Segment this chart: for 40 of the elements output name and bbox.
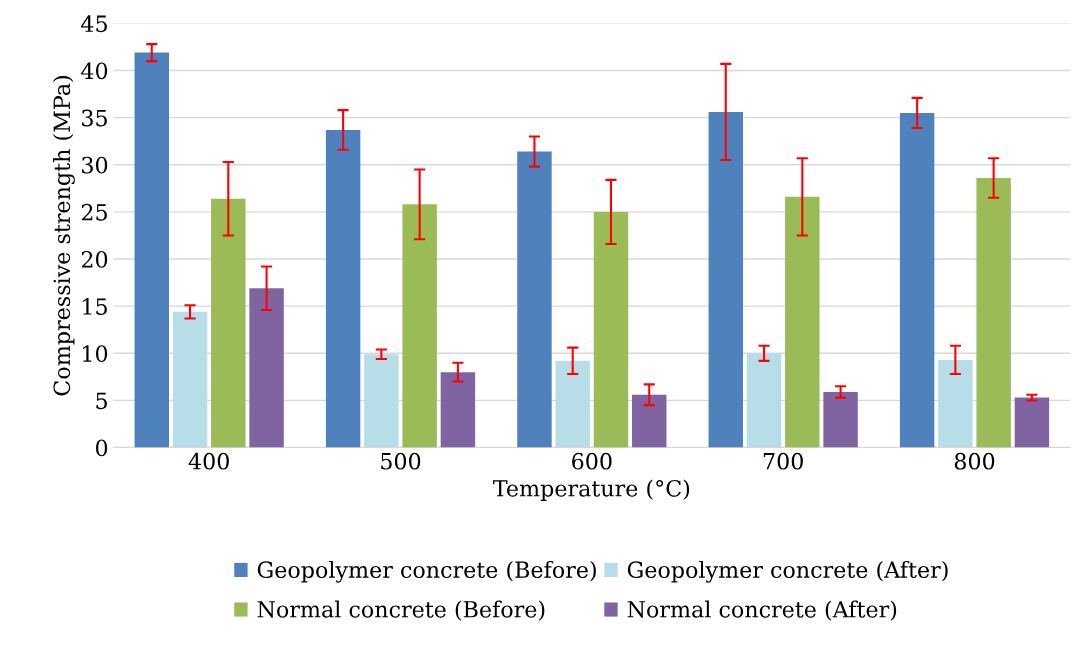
y-tick-label: 35 <box>82 109 107 127</box>
legend-label: Normal concrete (After) <box>627 600 897 621</box>
bar <box>593 211 629 448</box>
y-tick-label: 25 <box>81 203 107 221</box>
y-tick-label: 45 <box>81 15 107 33</box>
x-tick-label: 600 <box>572 452 612 470</box>
x-tick-label: 400 <box>188 452 229 470</box>
y-axis-title: Compressive strength (MPa) <box>52 76 75 396</box>
bar <box>632 394 667 448</box>
bar <box>938 359 973 448</box>
bar <box>517 151 552 448</box>
x-tick-label: 500 <box>381 452 421 470</box>
y-tick-label: 30 <box>82 156 108 174</box>
bar <box>172 311 208 448</box>
y-tick-label: 20 <box>81 250 108 268</box>
bar <box>325 129 361 448</box>
legend-label: Normal concrete (Before) <box>257 600 545 621</box>
bar <box>249 288 284 448</box>
bar <box>555 360 590 448</box>
y-tick-label: 15 <box>83 298 107 315</box>
y-tick-label: 0 <box>95 439 108 457</box>
bar <box>976 177 1011 448</box>
bar <box>1014 397 1050 448</box>
bar <box>785 196 820 448</box>
bar <box>440 372 476 448</box>
x-tick-label: 700 <box>763 452 803 470</box>
y-tick-label: 10 <box>83 345 108 363</box>
legend-label: Geopolymer concrete (After) <box>627 560 948 583</box>
bar <box>823 391 858 448</box>
bar <box>746 353 782 448</box>
x-axis-title: Temperature (°C) <box>493 479 690 501</box>
bar <box>402 204 437 448</box>
bar <box>364 354 399 448</box>
bar <box>211 198 246 448</box>
x-tick-label: 800 <box>954 452 995 470</box>
y-tick-label: 40 <box>81 62 108 80</box>
bar <box>134 52 169 448</box>
bar <box>708 111 743 448</box>
y-tick-label: 5 <box>96 392 107 410</box>
legend-label: Geopolymer concrete (Before) <box>257 560 596 583</box>
